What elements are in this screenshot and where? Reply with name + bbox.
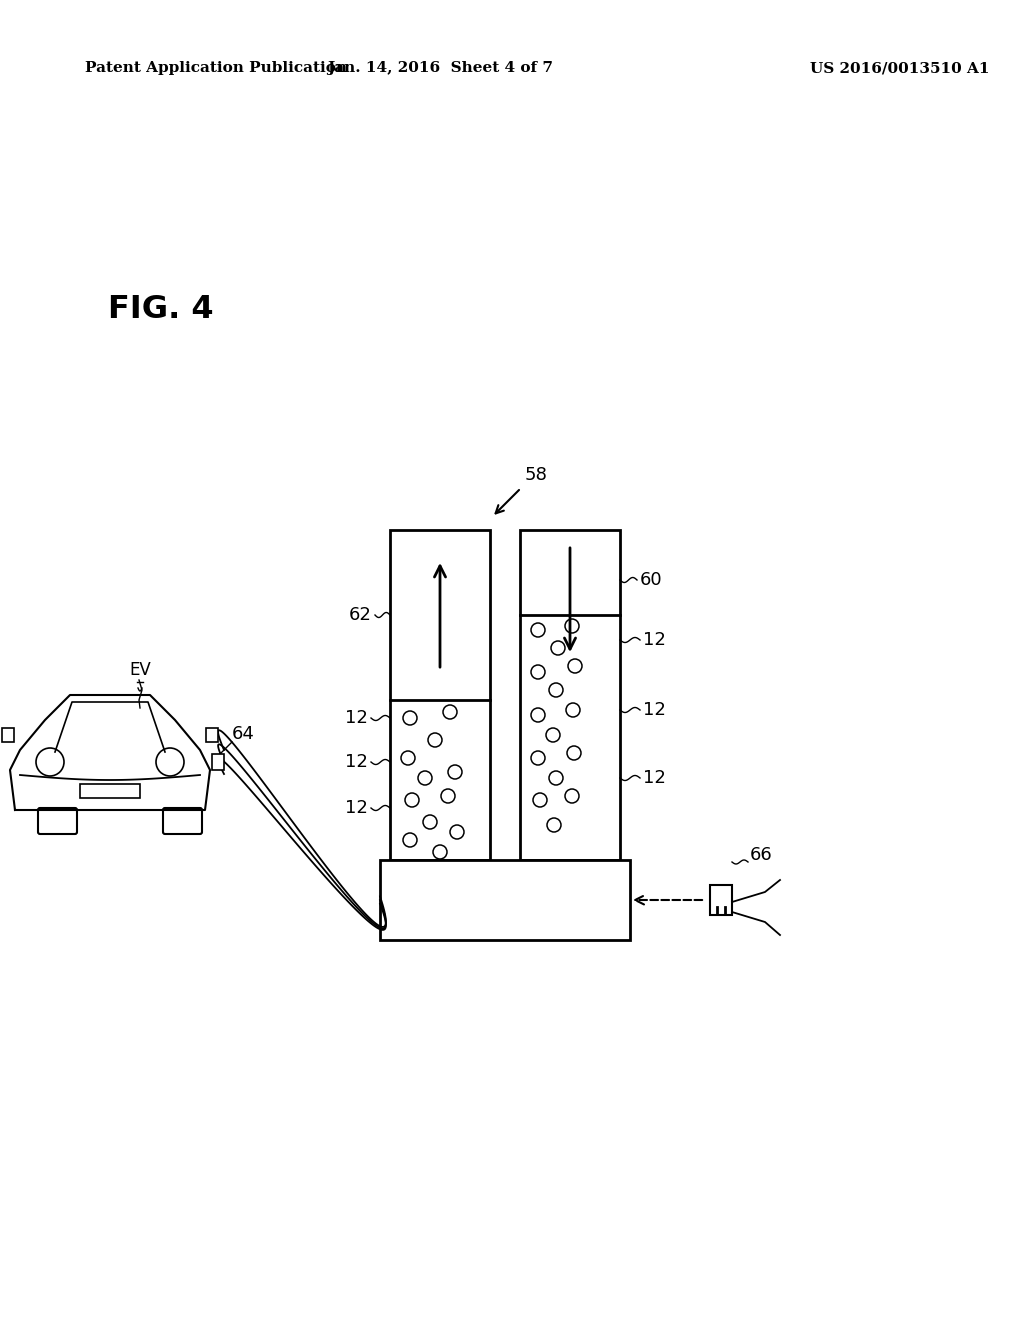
Text: 12: 12 bbox=[643, 770, 666, 787]
Text: 60: 60 bbox=[640, 572, 663, 589]
Text: 12: 12 bbox=[643, 701, 666, 719]
FancyBboxPatch shape bbox=[163, 808, 202, 834]
Text: EV: EV bbox=[129, 661, 151, 678]
Text: 12: 12 bbox=[345, 799, 368, 817]
Text: 12: 12 bbox=[345, 709, 368, 727]
Text: 12: 12 bbox=[345, 752, 368, 771]
Bar bbox=[380, 861, 630, 940]
Text: Patent Application Publication: Patent Application Publication bbox=[85, 61, 347, 75]
Bar bbox=[80, 784, 140, 799]
Bar bbox=[2, 729, 14, 742]
Text: 58: 58 bbox=[525, 466, 548, 484]
Text: 66: 66 bbox=[750, 846, 773, 865]
Bar bbox=[710, 884, 732, 915]
Text: 64: 64 bbox=[232, 725, 255, 743]
Text: 12: 12 bbox=[643, 631, 666, 649]
Text: US 2016/0013510 A1: US 2016/0013510 A1 bbox=[810, 61, 989, 75]
Bar bbox=[390, 531, 490, 861]
Bar bbox=[212, 754, 224, 770]
Bar bbox=[520, 531, 620, 861]
FancyBboxPatch shape bbox=[38, 808, 77, 834]
Text: FIG. 4: FIG. 4 bbox=[108, 294, 214, 326]
Bar bbox=[206, 729, 218, 742]
Text: Jan. 14, 2016  Sheet 4 of 7: Jan. 14, 2016 Sheet 4 of 7 bbox=[327, 61, 553, 75]
Text: 62: 62 bbox=[349, 606, 372, 624]
